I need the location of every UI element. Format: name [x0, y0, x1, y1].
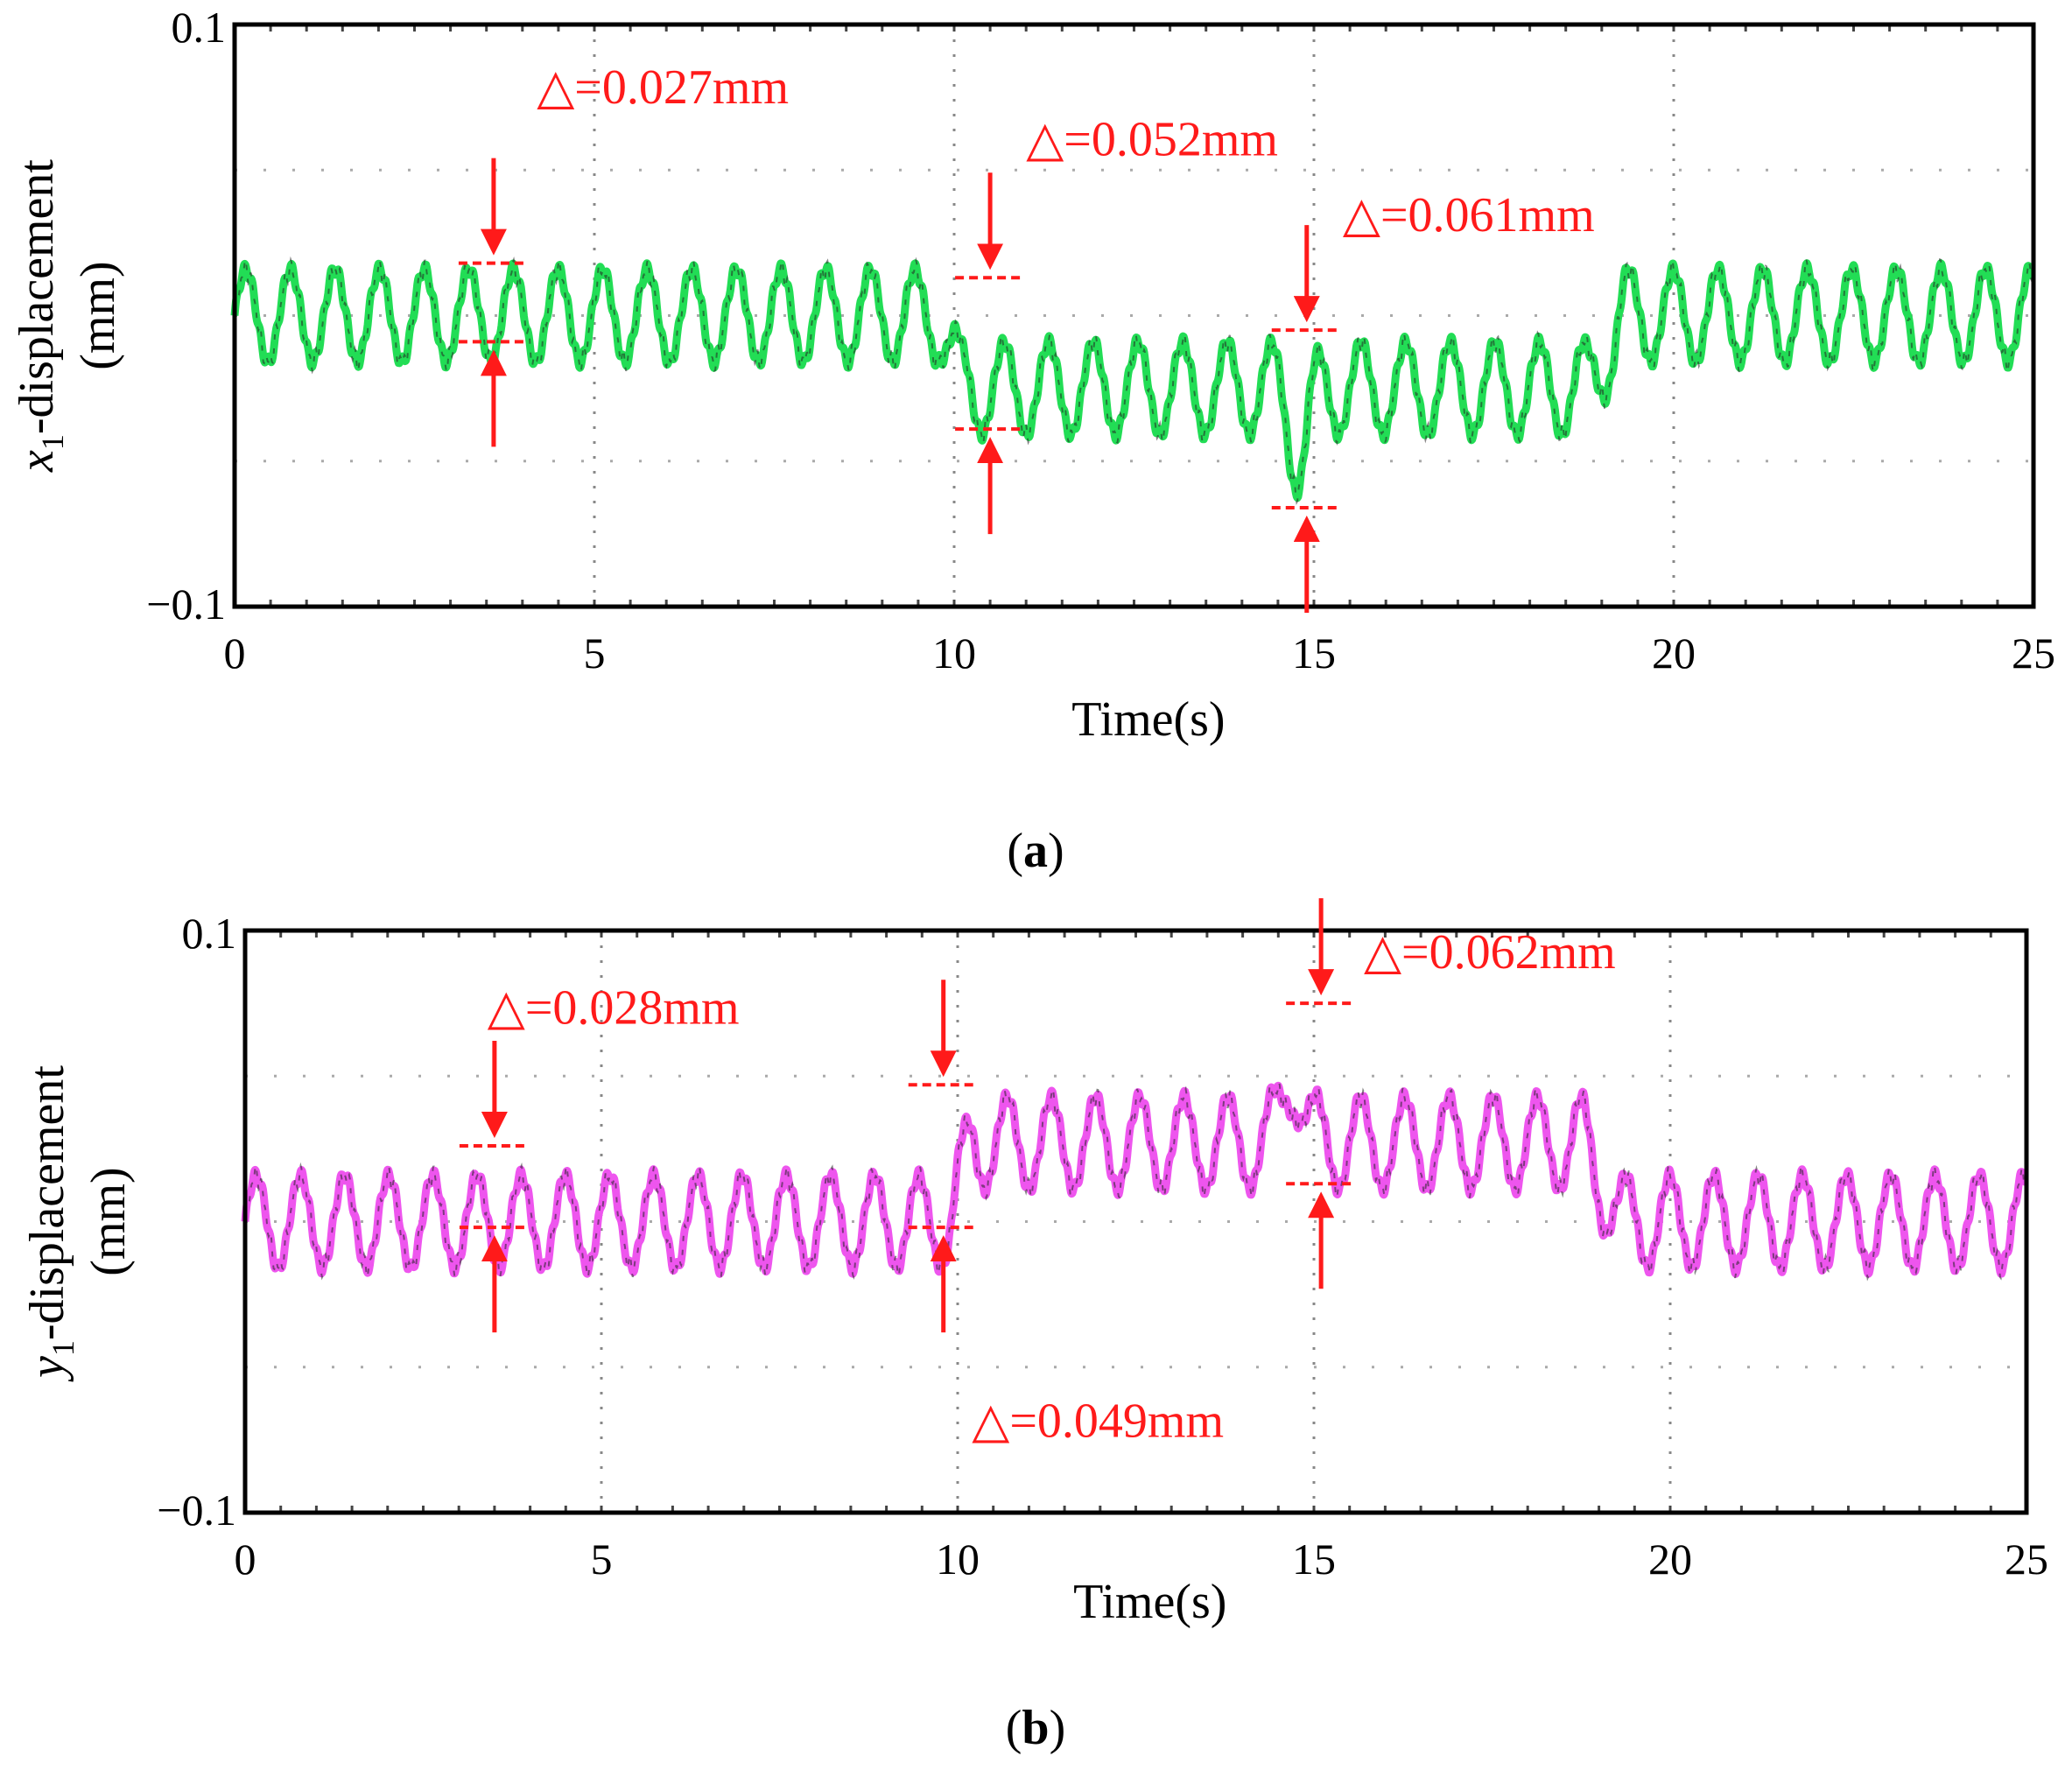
panel-letter: b: [1022, 1701, 1049, 1755]
delta-annotation: △=0.062mm: [1286, 898, 1616, 1289]
delta-annotation: △=0.061mm: [1271, 188, 1595, 613]
delta-label: △=0.027mm: [537, 60, 789, 115]
y-axis: 0.1 −0.1: [146, 3, 226, 629]
y-axis-sub: 1: [35, 434, 70, 450]
series-reference-line: [244, 1078, 2027, 1282]
x-tick-label: 0: [235, 1535, 256, 1584]
delta-annotation: △=0.052mm: [955, 113, 1278, 535]
x-axis: 0 5 10 15 20 25: [235, 1535, 2049, 1584]
x-tick-label: 5: [591, 1535, 613, 1584]
x-tick-label: 5: [584, 629, 606, 678]
panel-label: (a): [1007, 824, 1064, 878]
delta-annotation: △=0.049mm: [908, 980, 1224, 1449]
y-tick-label: 0.1: [172, 3, 227, 52]
delta-annotation: △=0.028mm: [459, 980, 740, 1333]
x-tick-label: 25: [2012, 629, 2055, 678]
y-axis: 0.1 −0.1: [157, 909, 236, 1535]
delta-label: △=0.061mm: [1343, 188, 1595, 242]
y-axis-var: x: [10, 450, 64, 473]
x-tick-label: 0: [224, 629, 246, 678]
x-axis-title: Time(s): [1073, 1575, 1226, 1629]
y-tick-label: −0.1: [146, 579, 226, 629]
y-tick-label: 0.1: [182, 909, 237, 958]
panel-label: (b): [1006, 1701, 1065, 1755]
x-tick-label: 20: [1652, 629, 1696, 678]
panel-letter: a: [1023, 824, 1048, 878]
x-tick-label: 10: [932, 629, 976, 678]
panel-a: 0 5 10 15 20 250.1−0.1Time(s)x1-displacement(…: [10, 3, 2055, 878]
panel-b: 0 5 10 15 20 250.1−0.1Time(s)y1-displacement(…: [20, 898, 2048, 1755]
plot-frame: [232, 22, 2036, 609]
delta-label: △=0.052mm: [1026, 113, 1278, 167]
y-axis-var: y: [20, 1356, 74, 1382]
x-tick-label: 20: [1648, 1535, 1692, 1584]
delta-annotation: △=0.027mm: [458, 60, 789, 447]
x-tick-label: 10: [936, 1535, 980, 1584]
y-axis-rest: -displacement: [10, 159, 64, 435]
y-axis-title: x1-displacement: [10, 159, 70, 473]
y-axis-unit: (mm): [71, 261, 125, 369]
x-tick-label: 15: [1292, 1535, 1336, 1584]
x-tick-label: 15: [1292, 629, 1336, 678]
delta-label: △=0.028mm: [488, 980, 740, 1035]
x-tick-label: 25: [2005, 1535, 2048, 1584]
y-axis-rest: -displacement: [20, 1065, 74, 1341]
plot-frame: [242, 928, 2029, 1515]
y-axis-sub: 1: [46, 1340, 81, 1356]
y-axis-title: y1-displacement: [20, 1065, 81, 1382]
x-axis: 0 5 10 15 20 25: [224, 629, 2056, 678]
y-tick-label: −0.1: [157, 1486, 236, 1535]
y-axis-unit: (mm): [81, 1167, 136, 1275]
delta-label: △=0.049mm: [972, 1394, 1224, 1449]
series-line: [241, 1081, 2029, 1278]
x-axis-title: Time(s): [1071, 692, 1225, 747]
series-line: [230, 259, 2036, 502]
delta-label: △=0.062mm: [1364, 925, 1616, 980]
